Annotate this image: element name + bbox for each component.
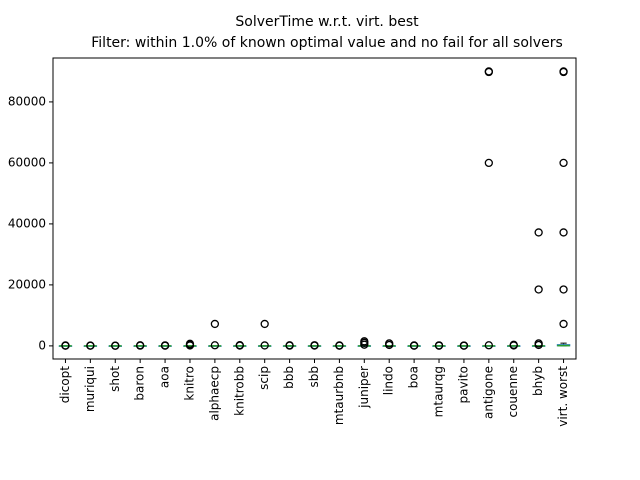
y-tick-label: 80000 <box>8 94 46 108</box>
flier <box>534 228 543 237</box>
flier <box>434 341 444 350</box>
x-tick-label: baron <box>133 366 147 401</box>
x-tick-label: sbb <box>307 366 321 388</box>
x-tick-label: lindo <box>382 366 396 395</box>
flier <box>61 341 70 350</box>
flier <box>235 340 244 350</box>
flier <box>260 319 269 329</box>
flier <box>459 341 469 350</box>
flier <box>160 341 170 350</box>
flier <box>559 228 568 237</box>
flier <box>559 67 568 76</box>
flier <box>385 339 394 348</box>
flier <box>86 341 95 350</box>
x-tick-label: mtaurbnb <box>332 366 346 425</box>
x-tick-label: pavito <box>456 366 470 403</box>
x-tick-label: boa <box>407 366 421 388</box>
x-tick-label: scip <box>257 366 271 390</box>
x-tick-label: alphaecp <box>207 366 221 421</box>
flier <box>335 341 344 350</box>
flier <box>559 319 568 329</box>
y-tick-label: 40000 <box>8 216 46 230</box>
x-tick-label: dicopt <box>58 366 72 404</box>
x-tick-label: juniper <box>357 366 371 409</box>
chart-title: SolverTime w.r.t. virt. best <box>235 14 419 30</box>
flier <box>484 341 493 350</box>
flier <box>559 158 568 168</box>
x-tick-label: mtaurqg <box>432 366 446 417</box>
x-tick-label: shot <box>108 366 122 392</box>
flier <box>210 319 220 329</box>
x-tick-label: aoa <box>158 366 172 388</box>
x-tick-label: knitro <box>182 366 196 401</box>
y-tick-label: 60000 <box>8 155 46 169</box>
x-tick-label: virt. worst <box>556 366 570 427</box>
x-tick-label: muriqui <box>83 366 97 412</box>
flier <box>310 341 319 350</box>
y-tick-label: 20000 <box>8 277 46 291</box>
flier <box>484 67 493 76</box>
flier <box>409 341 419 350</box>
x-tick-label: couenne <box>506 366 520 418</box>
x-tick-label: bbb <box>282 366 296 389</box>
flier <box>509 340 518 349</box>
chart-subtitle: Filter: within 1.0% of known optimal val… <box>91 35 563 51</box>
flier <box>534 285 543 294</box>
flier <box>260 341 269 350</box>
flier <box>559 285 568 294</box>
x-tick-label: antigone <box>481 366 495 419</box>
flier <box>484 158 493 168</box>
flier <box>136 341 145 350</box>
plot-frame <box>52 57 577 360</box>
x-tick-label: bhyb <box>531 366 545 396</box>
flier <box>534 339 543 348</box>
flier <box>111 341 120 350</box>
flier <box>360 337 369 346</box>
flier <box>210 341 220 350</box>
flier <box>185 339 195 348</box>
flier <box>285 341 294 350</box>
x-tick-label: knitrobb <box>232 366 246 416</box>
y-tick-label: 0 <box>38 338 46 352</box>
